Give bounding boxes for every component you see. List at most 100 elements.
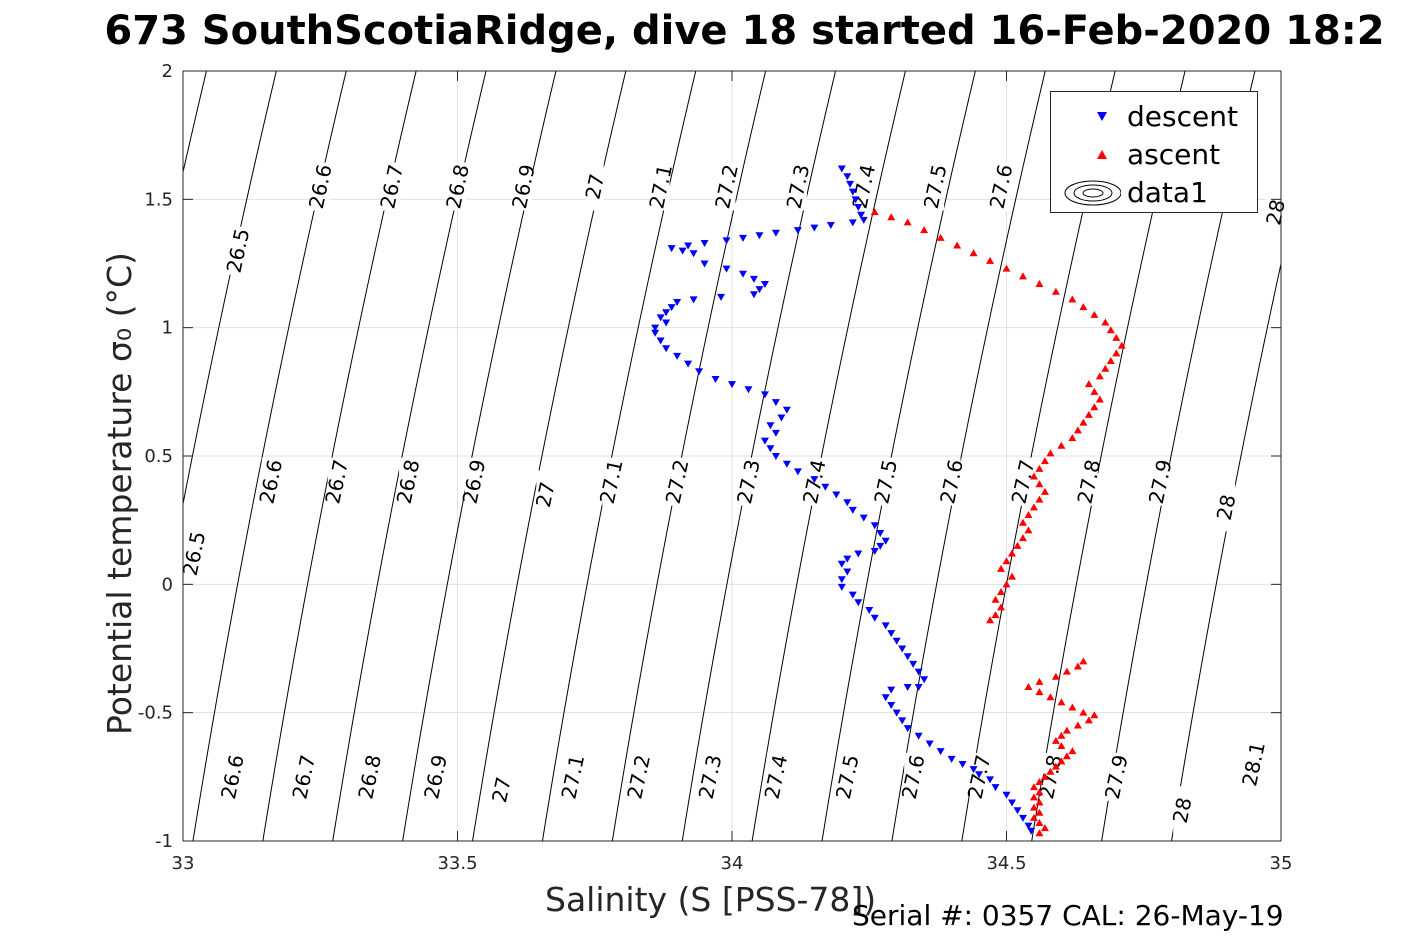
contour-label-bg	[492, 765, 511, 814]
descent-point	[854, 204, 863, 212]
ascent-point	[997, 603, 1006, 611]
ascent-point	[986, 616, 995, 624]
ascent-point	[1073, 721, 1082, 729]
ascent-point	[1106, 357, 1115, 365]
descent-point	[810, 224, 819, 232]
descent-point	[892, 637, 901, 645]
descent-point	[689, 296, 698, 304]
ascent-point	[1035, 280, 1044, 288]
ascent-point	[1084, 380, 1093, 388]
descent-point	[673, 352, 682, 360]
ascent-point	[1029, 472, 1038, 480]
descent-point	[793, 227, 802, 235]
ascent-point	[1035, 495, 1044, 503]
triangle-up-icon	[1097, 150, 1107, 159]
descent-point	[851, 196, 860, 204]
descent-point	[881, 622, 890, 630]
contour-label-bg	[228, 226, 247, 275]
descent-point	[793, 468, 802, 476]
descent-point	[749, 275, 758, 283]
contour-label-bg	[1173, 786, 1192, 835]
descent-point	[936, 748, 945, 756]
descent-point	[684, 360, 693, 368]
ascent-point	[1062, 726, 1071, 734]
ascent-point	[1007, 549, 1016, 557]
descent-point	[914, 684, 923, 691]
descent-point	[876, 542, 885, 550]
ascent-point	[870, 208, 879, 216]
descent-point	[651, 324, 660, 332]
descent-point	[821, 483, 830, 491]
ascent-point	[1112, 333, 1121, 341]
contour-label-bg	[1217, 483, 1236, 532]
descent-point	[766, 445, 775, 453]
contour-label-bg	[426, 752, 445, 801]
descent-point	[854, 599, 863, 607]
descent-point	[854, 550, 863, 558]
descent-point	[667, 245, 676, 253]
descent-point	[969, 766, 978, 774]
descent-point	[848, 506, 857, 514]
contour-label-bg	[448, 162, 467, 211]
descent-point	[667, 304, 676, 312]
x-tick-label: 34	[721, 853, 744, 874]
ascent-point	[1002, 264, 1011, 272]
descent-point	[728, 381, 736, 389]
ascent-point	[1090, 711, 1099, 719]
ascent-point	[1068, 295, 1077, 303]
ascent-point	[1029, 503, 1038, 511]
descent-point	[771, 399, 780, 407]
ascent-point	[1013, 541, 1022, 549]
descent-point	[744, 386, 753, 394]
descent-point	[898, 717, 907, 725]
ascent-point	[991, 611, 1000, 619]
ascent-point	[1101, 318, 1110, 326]
descent-point	[684, 242, 693, 250]
descent-point	[777, 414, 786, 422]
descent-point	[857, 211, 866, 219]
descent-point	[914, 732, 923, 740]
descent-point	[722, 237, 731, 245]
ascent-point	[1090, 387, 1099, 395]
ascent-point	[1035, 688, 1044, 696]
contour-label-bg	[536, 470, 555, 519]
y-tick-label: 0	[162, 574, 173, 595]
ascent-point	[1018, 534, 1027, 542]
ascent-point	[1035, 464, 1044, 472]
descent-point	[738, 234, 747, 242]
descent-point	[887, 701, 896, 709]
ascent-point	[1035, 819, 1044, 827]
descent-point	[826, 222, 835, 229]
contour-label-bg	[1107, 752, 1126, 801]
descent-point	[656, 337, 665, 345]
descent-point	[870, 614, 879, 622]
isopycnal-27.6	[821, 71, 976, 841]
y-tick-label: 0.5	[144, 446, 173, 467]
contour-label-bg	[1151, 457, 1170, 506]
descent-point	[975, 771, 984, 779]
ascent-point	[1095, 395, 1104, 403]
ascent-point	[1112, 349, 1121, 357]
ascent-point	[1073, 662, 1082, 670]
ascent-point	[1057, 742, 1066, 750]
x-axis-label: Salinity (S [PSS-78])	[545, 880, 877, 919]
descent-point	[1002, 791, 1011, 799]
descent-point	[760, 281, 769, 289]
contour-label-bg	[382, 162, 401, 211]
contour-label-bg	[668, 457, 687, 506]
ascent-point	[1018, 272, 1027, 280]
descent-point	[771, 429, 780, 437]
contour-label: 27	[531, 480, 560, 510]
descent-point	[832, 491, 841, 499]
descent-point	[711, 376, 720, 383]
descent-point	[887, 630, 896, 638]
descent-point	[662, 309, 671, 317]
legend-label-data1: data1	[1127, 176, 1208, 209]
descent-point	[848, 188, 857, 196]
ascent-point	[1057, 757, 1066, 765]
ascent-point	[1062, 667, 1071, 675]
contour-label-bg	[629, 752, 648, 801]
x-tick-label: 35	[1270, 853, 1293, 874]
descent-point	[717, 293, 726, 301]
ascent-point	[1068, 703, 1077, 711]
